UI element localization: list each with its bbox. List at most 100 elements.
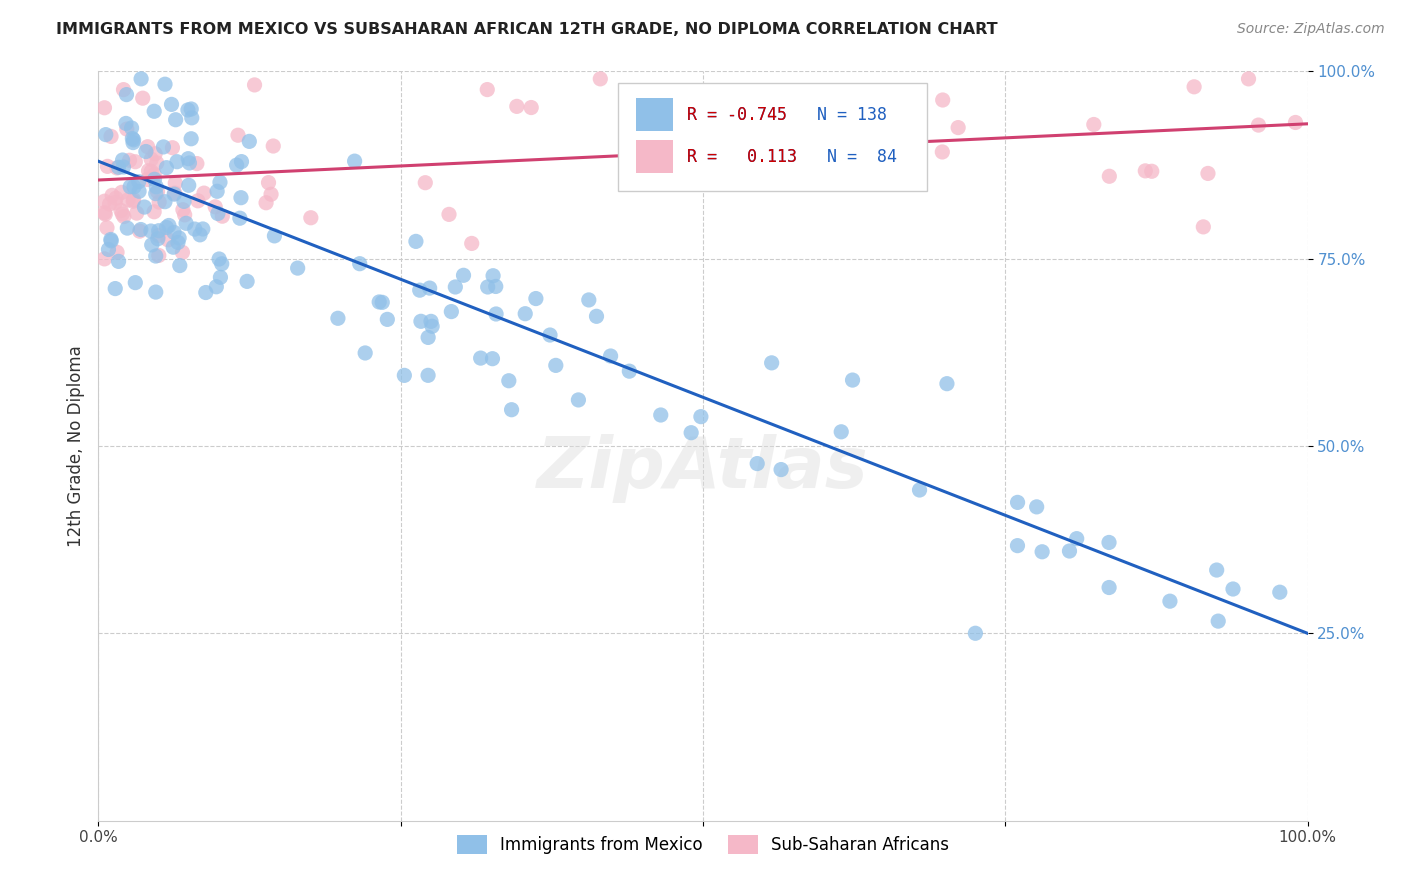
Point bbox=[111, 153, 134, 167]
Point bbox=[470, 351, 492, 365]
Point bbox=[112, 82, 135, 96]
Point bbox=[243, 78, 266, 92]
Point bbox=[485, 307, 508, 321]
Point bbox=[163, 187, 186, 202]
Point bbox=[931, 145, 953, 159]
Point bbox=[747, 457, 769, 471]
Text: IMMIGRANTS FROM MEXICO VS SUBSAHARAN AFRICAN 12TH GRADE, NO DIPLOMA CORRELATION : IMMIGRANTS FROM MEXICO VS SUBSAHARAN AFR… bbox=[56, 22, 998, 37]
Point bbox=[94, 128, 117, 142]
Point bbox=[122, 179, 145, 194]
Point bbox=[98, 197, 121, 211]
Point bbox=[453, 268, 475, 283]
Point bbox=[180, 102, 202, 116]
Point bbox=[115, 122, 138, 136]
Point bbox=[132, 91, 155, 105]
Point bbox=[1059, 544, 1081, 558]
Point bbox=[1135, 164, 1157, 178]
Point bbox=[117, 221, 139, 235]
Point bbox=[841, 373, 863, 387]
Legend: Immigrants from Mexico, Sub-Saharan Africans: Immigrants from Mexico, Sub-Saharan Afri… bbox=[450, 829, 956, 861]
Point bbox=[1159, 594, 1181, 608]
Point bbox=[1205, 563, 1227, 577]
Point bbox=[111, 186, 134, 200]
Point bbox=[134, 200, 156, 214]
Point bbox=[641, 135, 664, 149]
Point bbox=[125, 206, 148, 220]
Point bbox=[143, 204, 166, 219]
Point bbox=[105, 245, 128, 260]
Point bbox=[761, 356, 783, 370]
Point bbox=[599, 349, 621, 363]
Point bbox=[96, 160, 118, 174]
Point bbox=[186, 156, 208, 170]
Point bbox=[169, 259, 191, 273]
Point bbox=[148, 224, 170, 238]
Point bbox=[1007, 539, 1029, 553]
Point bbox=[375, 312, 398, 326]
Point bbox=[650, 408, 672, 422]
Point bbox=[207, 206, 229, 220]
Point bbox=[444, 280, 467, 294]
Point bbox=[482, 268, 505, 283]
Point bbox=[155, 161, 177, 175]
Text: R = -0.745: R = -0.745 bbox=[688, 106, 787, 124]
Point bbox=[104, 282, 127, 296]
Point bbox=[418, 330, 440, 344]
Point bbox=[1222, 582, 1244, 596]
Point bbox=[93, 101, 115, 115]
Point bbox=[173, 208, 195, 222]
Point bbox=[128, 224, 150, 238]
Point bbox=[257, 176, 280, 190]
Point bbox=[172, 202, 194, 217]
Point bbox=[179, 156, 201, 170]
Point bbox=[236, 274, 259, 288]
Point bbox=[229, 211, 252, 226]
Point bbox=[194, 285, 217, 300]
Point bbox=[211, 257, 233, 271]
Point bbox=[128, 184, 150, 198]
Point bbox=[371, 295, 394, 310]
Point bbox=[112, 160, 135, 174]
Point bbox=[578, 293, 600, 307]
Point bbox=[589, 71, 612, 86]
Point bbox=[619, 364, 641, 378]
Point bbox=[165, 112, 187, 127]
Point bbox=[420, 314, 443, 328]
Point bbox=[104, 191, 127, 205]
Point bbox=[1007, 495, 1029, 509]
Point bbox=[135, 145, 157, 159]
Point bbox=[155, 220, 177, 235]
FancyBboxPatch shape bbox=[637, 98, 672, 131]
Point bbox=[524, 292, 547, 306]
Point bbox=[1284, 115, 1306, 129]
Point bbox=[104, 195, 127, 210]
Point bbox=[946, 120, 969, 135]
Point bbox=[187, 194, 209, 208]
Point bbox=[1083, 118, 1105, 132]
Point bbox=[118, 153, 141, 168]
Point bbox=[136, 172, 159, 186]
Point bbox=[859, 120, 882, 134]
Point bbox=[226, 128, 249, 143]
Point bbox=[420, 319, 443, 334]
Point bbox=[238, 134, 260, 148]
Point bbox=[354, 346, 377, 360]
Point bbox=[153, 77, 176, 91]
Point bbox=[326, 311, 349, 326]
Point bbox=[177, 152, 200, 166]
Point bbox=[506, 99, 529, 113]
Point bbox=[481, 351, 503, 366]
Point bbox=[145, 156, 167, 170]
Point bbox=[174, 216, 197, 230]
Text: R = -0.745   N = 138: R = -0.745 N = 138 bbox=[688, 106, 887, 124]
Point bbox=[1140, 164, 1163, 178]
Point bbox=[148, 248, 170, 262]
Point bbox=[97, 243, 120, 257]
Point bbox=[343, 154, 366, 169]
Point bbox=[349, 257, 371, 271]
Point bbox=[162, 141, 184, 155]
Point bbox=[129, 71, 152, 86]
Point bbox=[100, 129, 122, 144]
Point bbox=[1206, 614, 1229, 628]
Point bbox=[180, 111, 202, 125]
